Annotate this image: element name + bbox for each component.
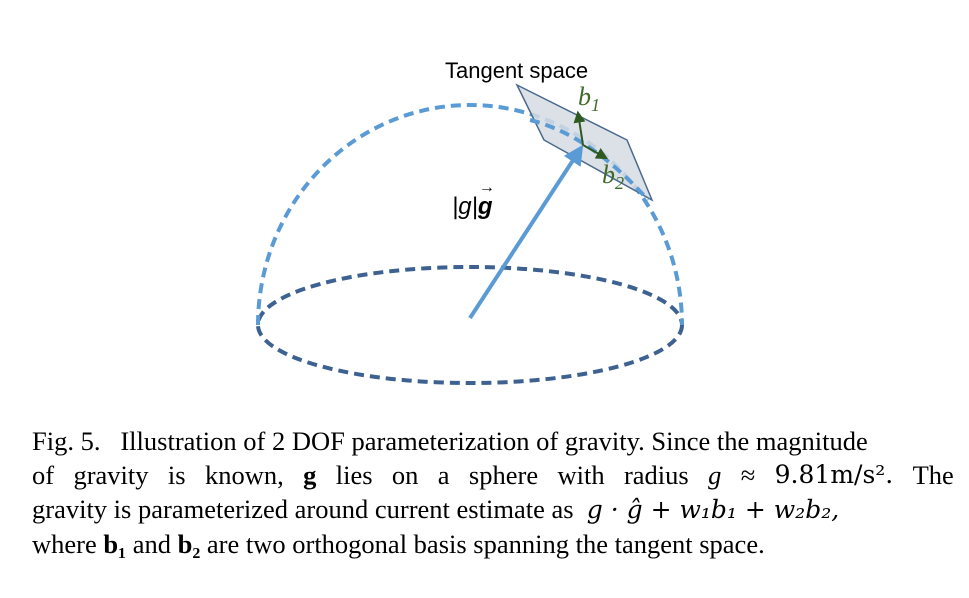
caption-line-3-text: gravity is parameterized around current … <box>32 494 574 524</box>
caption-line-4-mid: and <box>133 529 171 559</box>
cap-word: sphere <box>469 458 538 492</box>
cap-word: lies <box>336 458 373 492</box>
b2-subscript: 2 <box>615 173 624 193</box>
caption-line-3: gravity is parameterized around current … <box>32 492 954 527</box>
caption-line-4-pre: where <box>32 529 97 559</box>
b2-label: b2 <box>602 160 624 194</box>
b1-label: b1 <box>578 82 600 116</box>
gravity-unit-vector: → g <box>478 193 493 221</box>
cap-word: The <box>913 458 954 492</box>
caption-line-4-post: are two orthogonal basis spanning the ta… <box>207 529 765 559</box>
caption-line-1: Fig. 5. Illustration of 2 DOF parameteri… <box>32 424 954 458</box>
figure-caption: Fig. 5. Illustration of 2 DOF parameteri… <box>32 424 954 561</box>
cap-word: radius <box>624 458 689 492</box>
caption-line-1-text: Illustration of 2 DOF parameterization o… <box>120 426 867 456</box>
cap-word: gravity <box>73 458 148 492</box>
gravity-vector-arrow <box>470 148 581 318</box>
figure-number: Fig. 5. <box>32 426 100 456</box>
b2-letter: b <box>602 160 615 189</box>
tangent-space-label: Tangent space <box>445 58 588 84</box>
cap-math-g: g <box>708 458 721 492</box>
gravity-magnitude-text: |g| <box>452 193 478 220</box>
b1-letter: b <box>578 82 591 111</box>
cap-math-approx: ≈ <box>741 458 756 492</box>
base-ellipse <box>258 267 682 383</box>
gravity-unit-letter: g <box>478 193 493 220</box>
caption-line-4: where b₁ and b₂ are two orthogonal basis… <box>32 527 954 561</box>
gravity-figure: Tangent space b1 b2 |g| → g <box>0 0 969 420</box>
caption-line-3-math: g · ĝ + w₁b₁ + w₂b₂, <box>587 495 839 524</box>
b1-subscript: 1 <box>591 95 600 115</box>
caption-line-4-b2: b₂ <box>178 529 201 559</box>
cap-word: a <box>438 458 450 492</box>
caption-line-4-b1: b₁ <box>103 529 126 559</box>
cap-word: known, <box>205 458 284 492</box>
cap-math-value: 9.81m/s². <box>775 458 894 492</box>
cap-word: on <box>392 458 419 492</box>
cap-word: with <box>557 458 604 492</box>
caption-line-2: of gravity is known, g lies on a sphere … <box>32 458 954 492</box>
cap-word: of <box>32 458 54 492</box>
cap-word: is <box>168 458 186 492</box>
gravity-unit-arrow-icon: → <box>479 179 495 197</box>
gravity-vector-label: |g| → g <box>452 193 493 221</box>
cap-word-bold-g: g <box>303 458 316 492</box>
